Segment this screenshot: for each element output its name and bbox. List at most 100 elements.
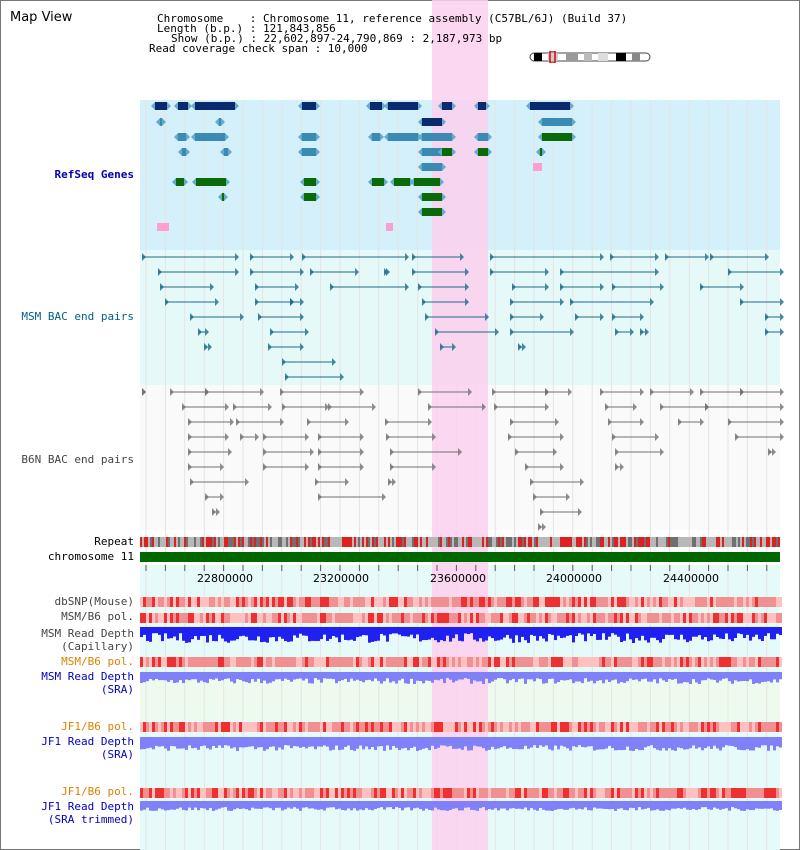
read-depth-bar	[599, 672, 602, 681]
read-depth-bar	[485, 801, 488, 811]
read-depth-bar	[626, 627, 629, 634]
polymorphism-cell	[236, 657, 239, 667]
track-label-b6n-bac[interactable]: B6N BAC end pairs	[21, 453, 134, 466]
polymorphism-cell	[626, 722, 629, 732]
polymorphism-cell	[176, 613, 179, 623]
polymorphism-cell	[590, 657, 593, 667]
repeat-mark	[606, 537, 608, 547]
track-label-jf1-depth-trimmed[interactable]: JF1 Read Depth	[41, 800, 134, 813]
polymorphism-cell	[164, 722, 167, 732]
track-label-msm-bac[interactable]: MSM BAC end pairs	[21, 310, 134, 323]
track-label-dbsnp[interactable]: dbSNP(Mouse)	[54, 595, 134, 608]
polymorphism-cell	[392, 788, 395, 798]
gene-strand-arrow	[570, 102, 574, 110]
read-depth-bar	[143, 672, 146, 683]
polymorphism-cell	[512, 657, 515, 667]
polymorphism-cell	[419, 722, 422, 732]
track-label-jf1-b6-pol-trimmed[interactable]: JF1/B6 pol.	[61, 785, 134, 798]
repeat-mark	[354, 537, 356, 547]
polymorphism-cell	[509, 722, 512, 732]
polymorphism-cell	[575, 722, 578, 732]
polymorphism-cell	[350, 657, 353, 667]
read-depth-bar	[479, 672, 482, 682]
repeat-mark	[284, 537, 286, 547]
polymorphism-cell	[665, 597, 668, 607]
polymorphism-cell	[554, 613, 557, 623]
gene-strand-arrow	[191, 133, 195, 141]
polymorphism-cell	[215, 613, 218, 623]
polymorphism-cell	[401, 722, 404, 732]
polymorphism-cell	[413, 722, 416, 732]
read-depth-bar	[629, 627, 632, 640]
track-label-msm-b6-pol-sra[interactable]: MSM/B6 pol.	[61, 655, 134, 668]
chromosome-ideogram[interactable]	[528, 51, 653, 63]
read-depth-bar	[509, 801, 512, 809]
repeat-mark	[268, 537, 270, 547]
polymorphism-cell	[470, 613, 473, 623]
read-depth-bar	[314, 672, 317, 679]
read-depth-bar	[344, 627, 347, 640]
gene-strand-arrow	[298, 102, 302, 110]
repeat-mark	[304, 537, 306, 547]
msm-bac-pair-end	[332, 358, 336, 366]
polymorphism-cell	[176, 597, 179, 607]
polymorphism-cell	[200, 613, 203, 623]
read-depth-bar	[701, 737, 704, 751]
read-depth-bar	[569, 627, 572, 636]
polymorphism-cell	[695, 597, 698, 607]
polymorphism-cell	[713, 788, 716, 798]
track-label-refseq-genes[interactable]: RefSeq Genes	[54, 168, 134, 181]
track-label-repeat[interactable]: Repeat	[94, 535, 134, 548]
repeat-mark	[512, 537, 514, 547]
read-depth-bar	[260, 672, 263, 684]
polymorphism-cell	[308, 613, 311, 623]
read-depth-bar	[224, 672, 227, 679]
repeat-mark	[248, 537, 250, 547]
read-depth-bar	[719, 672, 722, 681]
polymorphism-cell	[383, 613, 386, 623]
polymorphism-cell	[479, 657, 482, 667]
polymorphism-cell	[506, 788, 509, 798]
read-depth-bar	[233, 737, 236, 748]
polymorphism-cell	[644, 597, 647, 607]
polymorphism-cell	[233, 597, 236, 607]
read-depth-bar	[230, 801, 233, 811]
repeat-mark	[446, 537, 448, 547]
read-depth-bar	[317, 737, 320, 747]
polymorphism-cell	[311, 597, 314, 607]
polymorphism-cell	[266, 657, 269, 667]
read-depth-bar	[518, 627, 521, 643]
track-label-msm-depth-capillary[interactable]: MSM Read Depth	[41, 627, 134, 640]
read-depth-bar	[401, 801, 404, 811]
repeat-mark	[244, 537, 246, 547]
track-label-jf1-depth-sra[interactable]: JF1 Read Depth	[41, 735, 134, 748]
polymorphism-cell	[602, 613, 605, 623]
polymorphism-cell	[482, 722, 485, 732]
b6n-bac-pair-end	[600, 388, 604, 396]
repeat-mark	[638, 537, 640, 547]
track-label-jf1-b6-pol-sra[interactable]: JF1/B6 pol.	[61, 720, 134, 733]
polymorphism-cell	[731, 657, 734, 667]
polymorphism-cell	[158, 597, 161, 607]
read-depth-bar	[311, 737, 314, 747]
polymorphism-cell	[398, 722, 401, 732]
polymorphism-cell	[512, 722, 515, 732]
read-depth-bar	[590, 737, 593, 747]
polymorphism-cell	[218, 597, 221, 607]
read-depth-bar	[464, 627, 467, 634]
polymorphism-cell	[365, 613, 368, 623]
read-depth-bar	[152, 672, 155, 681]
polymorphism-cell	[758, 597, 761, 607]
read-depth-bar	[605, 737, 608, 749]
repeat-mark	[546, 537, 548, 547]
polymorphism-cell	[287, 788, 290, 798]
repeat-mark	[648, 537, 650, 547]
track-label-msm-depth-sra[interactable]: MSM Read Depth	[41, 670, 134, 683]
polymorphism-cell	[365, 788, 368, 798]
polymorphism-cell	[146, 657, 149, 667]
read-depth-bar	[305, 801, 308, 808]
read-depth-bar	[455, 627, 458, 635]
track-label-msm-b6-pol-capillary[interactable]: MSM/B6 pol.	[61, 610, 134, 623]
read-depth-bar	[722, 672, 725, 679]
